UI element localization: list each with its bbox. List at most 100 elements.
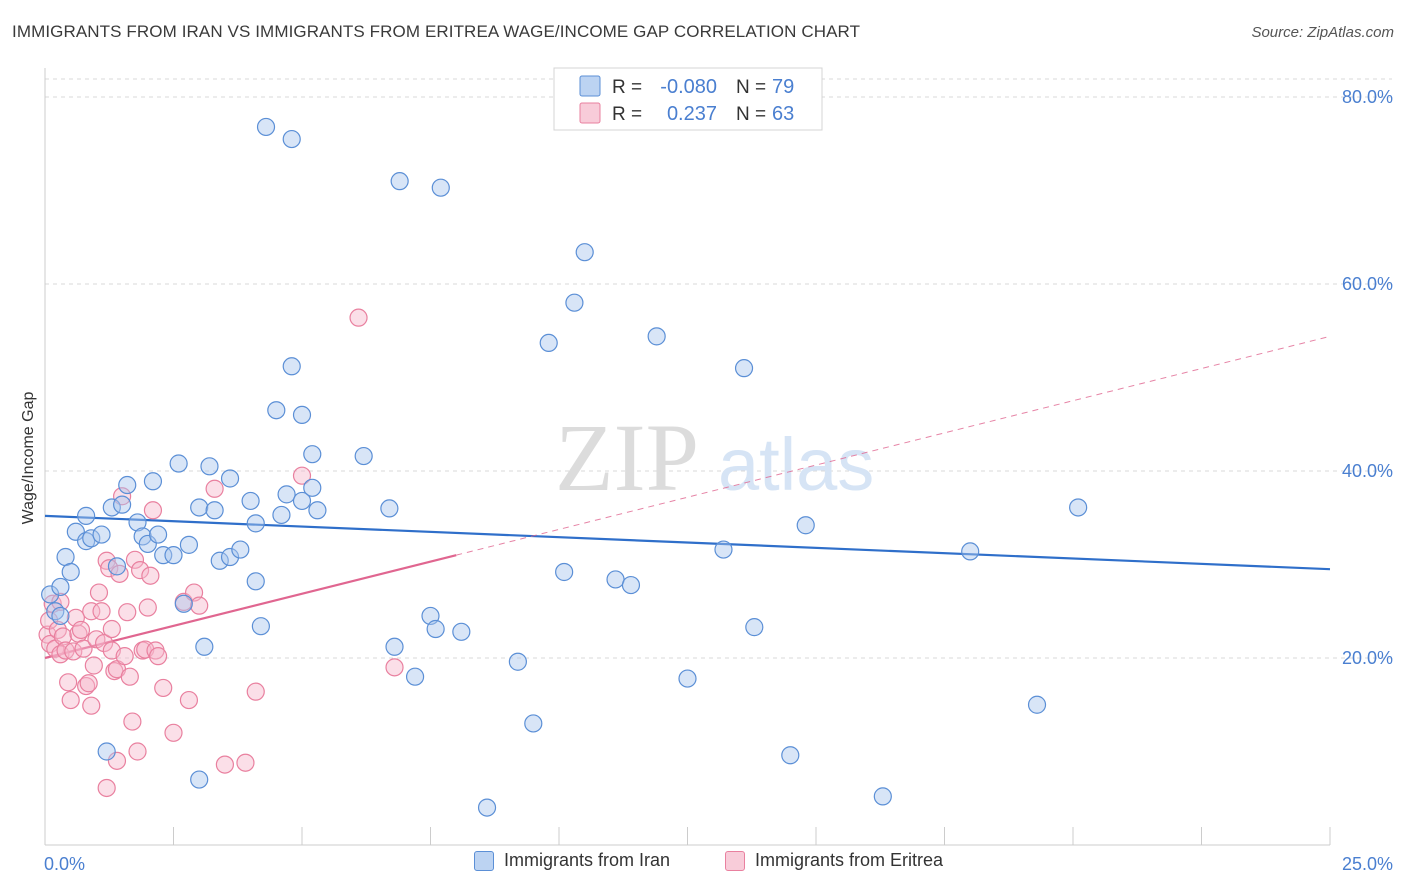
eritrea-point-48 — [179, 690, 199, 710]
legend-n-value-eritrea: 63 — [772, 103, 794, 125]
legend-swatch-eritrea — [579, 102, 601, 124]
iran-point-50 — [380, 499, 399, 518]
iran-point-21 — [164, 546, 183, 565]
iran-point-41 — [282, 129, 301, 149]
eritrea-point-24 — [97, 551, 116, 570]
eritrea-point-9 — [59, 673, 78, 692]
legend-item-iran: Immigrants from Iran — [474, 850, 670, 871]
iran-point-3 — [51, 577, 70, 597]
axes — [44, 68, 1331, 846]
eritrea-point-41 — [141, 566, 160, 585]
eritrea-point-54 — [246, 682, 265, 701]
iran-point-64 — [575, 243, 594, 262]
iran-point-42 — [282, 357, 301, 376]
iran-point-18 — [143, 472, 163, 491]
iran-point-51 — [390, 172, 409, 191]
iran-point-74 — [873, 787, 892, 806]
iran-point-26 — [190, 498, 209, 517]
iran-point-11 — [102, 498, 121, 517]
eritrea-point-51 — [205, 479, 224, 498]
legend-n-label-eritrea: N = — [736, 104, 766, 125]
legend-r-value-eritrea: 0.237 — [667, 103, 717, 125]
iran-point-15 — [128, 513, 147, 532]
iran-point-61 — [539, 333, 558, 353]
eritrea-point-31 — [115, 647, 134, 666]
iran-point-27 — [195, 637, 214, 656]
y-tick-label-20: 20.0% — [1342, 648, 1393, 668]
iran-point-43 — [267, 401, 286, 420]
legend-swatch-eritrea — [725, 850, 745, 871]
eritrea-point-52 — [215, 755, 234, 774]
iran-point-9 — [82, 529, 101, 548]
iran-point-6 — [66, 522, 85, 541]
iran-point-63 — [565, 293, 584, 312]
eritrea-point-61 — [82, 696, 101, 715]
eritrea-point-23 — [95, 633, 114, 653]
eritrea-point-15 — [74, 639, 93, 658]
eritrea-point-11 — [64, 642, 83, 661]
iran-point-56 — [431, 178, 450, 197]
iran-point-32 — [220, 547, 240, 567]
iran-point-48 — [308, 501, 327, 520]
iran-point-35 — [246, 514, 265, 533]
eritrea-point-50 — [190, 596, 209, 615]
eritrea-point-57 — [385, 658, 404, 677]
eritrea-point-19 — [84, 656, 103, 675]
legend-r-label-iran: R = — [612, 77, 642, 98]
watermark: ZIP atlas — [555, 404, 874, 511]
iran-point-77 — [1069, 498, 1088, 517]
iran-point-33 — [231, 540, 250, 559]
iran-point-12 — [107, 557, 127, 576]
eritrea-point-55 — [292, 466, 312, 485]
legend-n-label-iran: N = — [736, 77, 766, 98]
iran-point-37 — [251, 617, 270, 636]
iran-point-52 — [385, 637, 404, 656]
grid-lines — [45, 78, 1392, 659]
iran-point-70 — [734, 359, 754, 378]
iran-point-65 — [606, 570, 625, 589]
eritrea-point-32 — [118, 603, 137, 622]
eritrea-point-44 — [148, 647, 168, 666]
eritrea-point-35 — [125, 550, 145, 569]
chart-title: IMMIGRANTS FROM IRAN VS IMMIGRANTS FROM … — [12, 22, 861, 41]
y-tick-label-60: 60.0% — [1342, 274, 1393, 294]
legend-item-eritrea: Immigrants from Eritrea — [725, 850, 943, 871]
legend-r-value-iran: -0.080 — [660, 76, 717, 98]
iran-point-67 — [647, 327, 666, 346]
iran-point-47 — [303, 478, 322, 497]
eritrea-point-34 — [123, 712, 142, 731]
iran-point-40 — [277, 485, 296, 504]
eritrea-point-36 — [128, 742, 147, 761]
eritrea-points — [38, 308, 404, 798]
trend-line-eritrea — [44, 554, 457, 660]
legend-label-iran: Immigrants from Iran — [504, 850, 671, 870]
eritrea-point-46 — [164, 723, 183, 742]
iran-point-57 — [452, 622, 471, 641]
eritrea-point-7 — [53, 627, 73, 646]
eritrea-point-40 — [138, 598, 157, 617]
legend: R = -0.080 N = 79 R = 0.237 N = 63 — [553, 67, 823, 131]
tick-labels: 20.0% 40.0% 60.0% 80.0% 0.0% 25.0% — [44, 87, 1393, 874]
iran-point-20 — [154, 546, 173, 565]
y-tick-label-40: 40.0% — [1342, 461, 1393, 481]
iran-point-62 — [555, 562, 574, 582]
iran-point-8 — [77, 506, 96, 525]
eritrea-point-22 — [92, 602, 111, 621]
eritrea-point-59 — [107, 751, 127, 770]
iran-point-39 — [272, 505, 291, 525]
trend-line-iran — [44, 514, 1331, 571]
iran-points — [41, 117, 1088, 817]
legend-swatch-iran — [579, 75, 601, 97]
iran-point-58 — [477, 798, 497, 817]
iran-point-17 — [138, 534, 157, 554]
iran-point-73 — [796, 516, 815, 535]
legend-label-eritrea: Immigrants from Eritrea — [755, 850, 944, 870]
iran-point-78 — [97, 742, 116, 761]
trend-lines — [44, 335, 1331, 660]
y-tick-label-80: 80.0% — [1342, 87, 1393, 107]
y-axis-label: Wage/Income Gap — [20, 392, 37, 525]
eritrea-point-21 — [89, 583, 109, 602]
iran-point-71 — [745, 618, 764, 637]
eritrea-point-33 — [120, 667, 139, 686]
